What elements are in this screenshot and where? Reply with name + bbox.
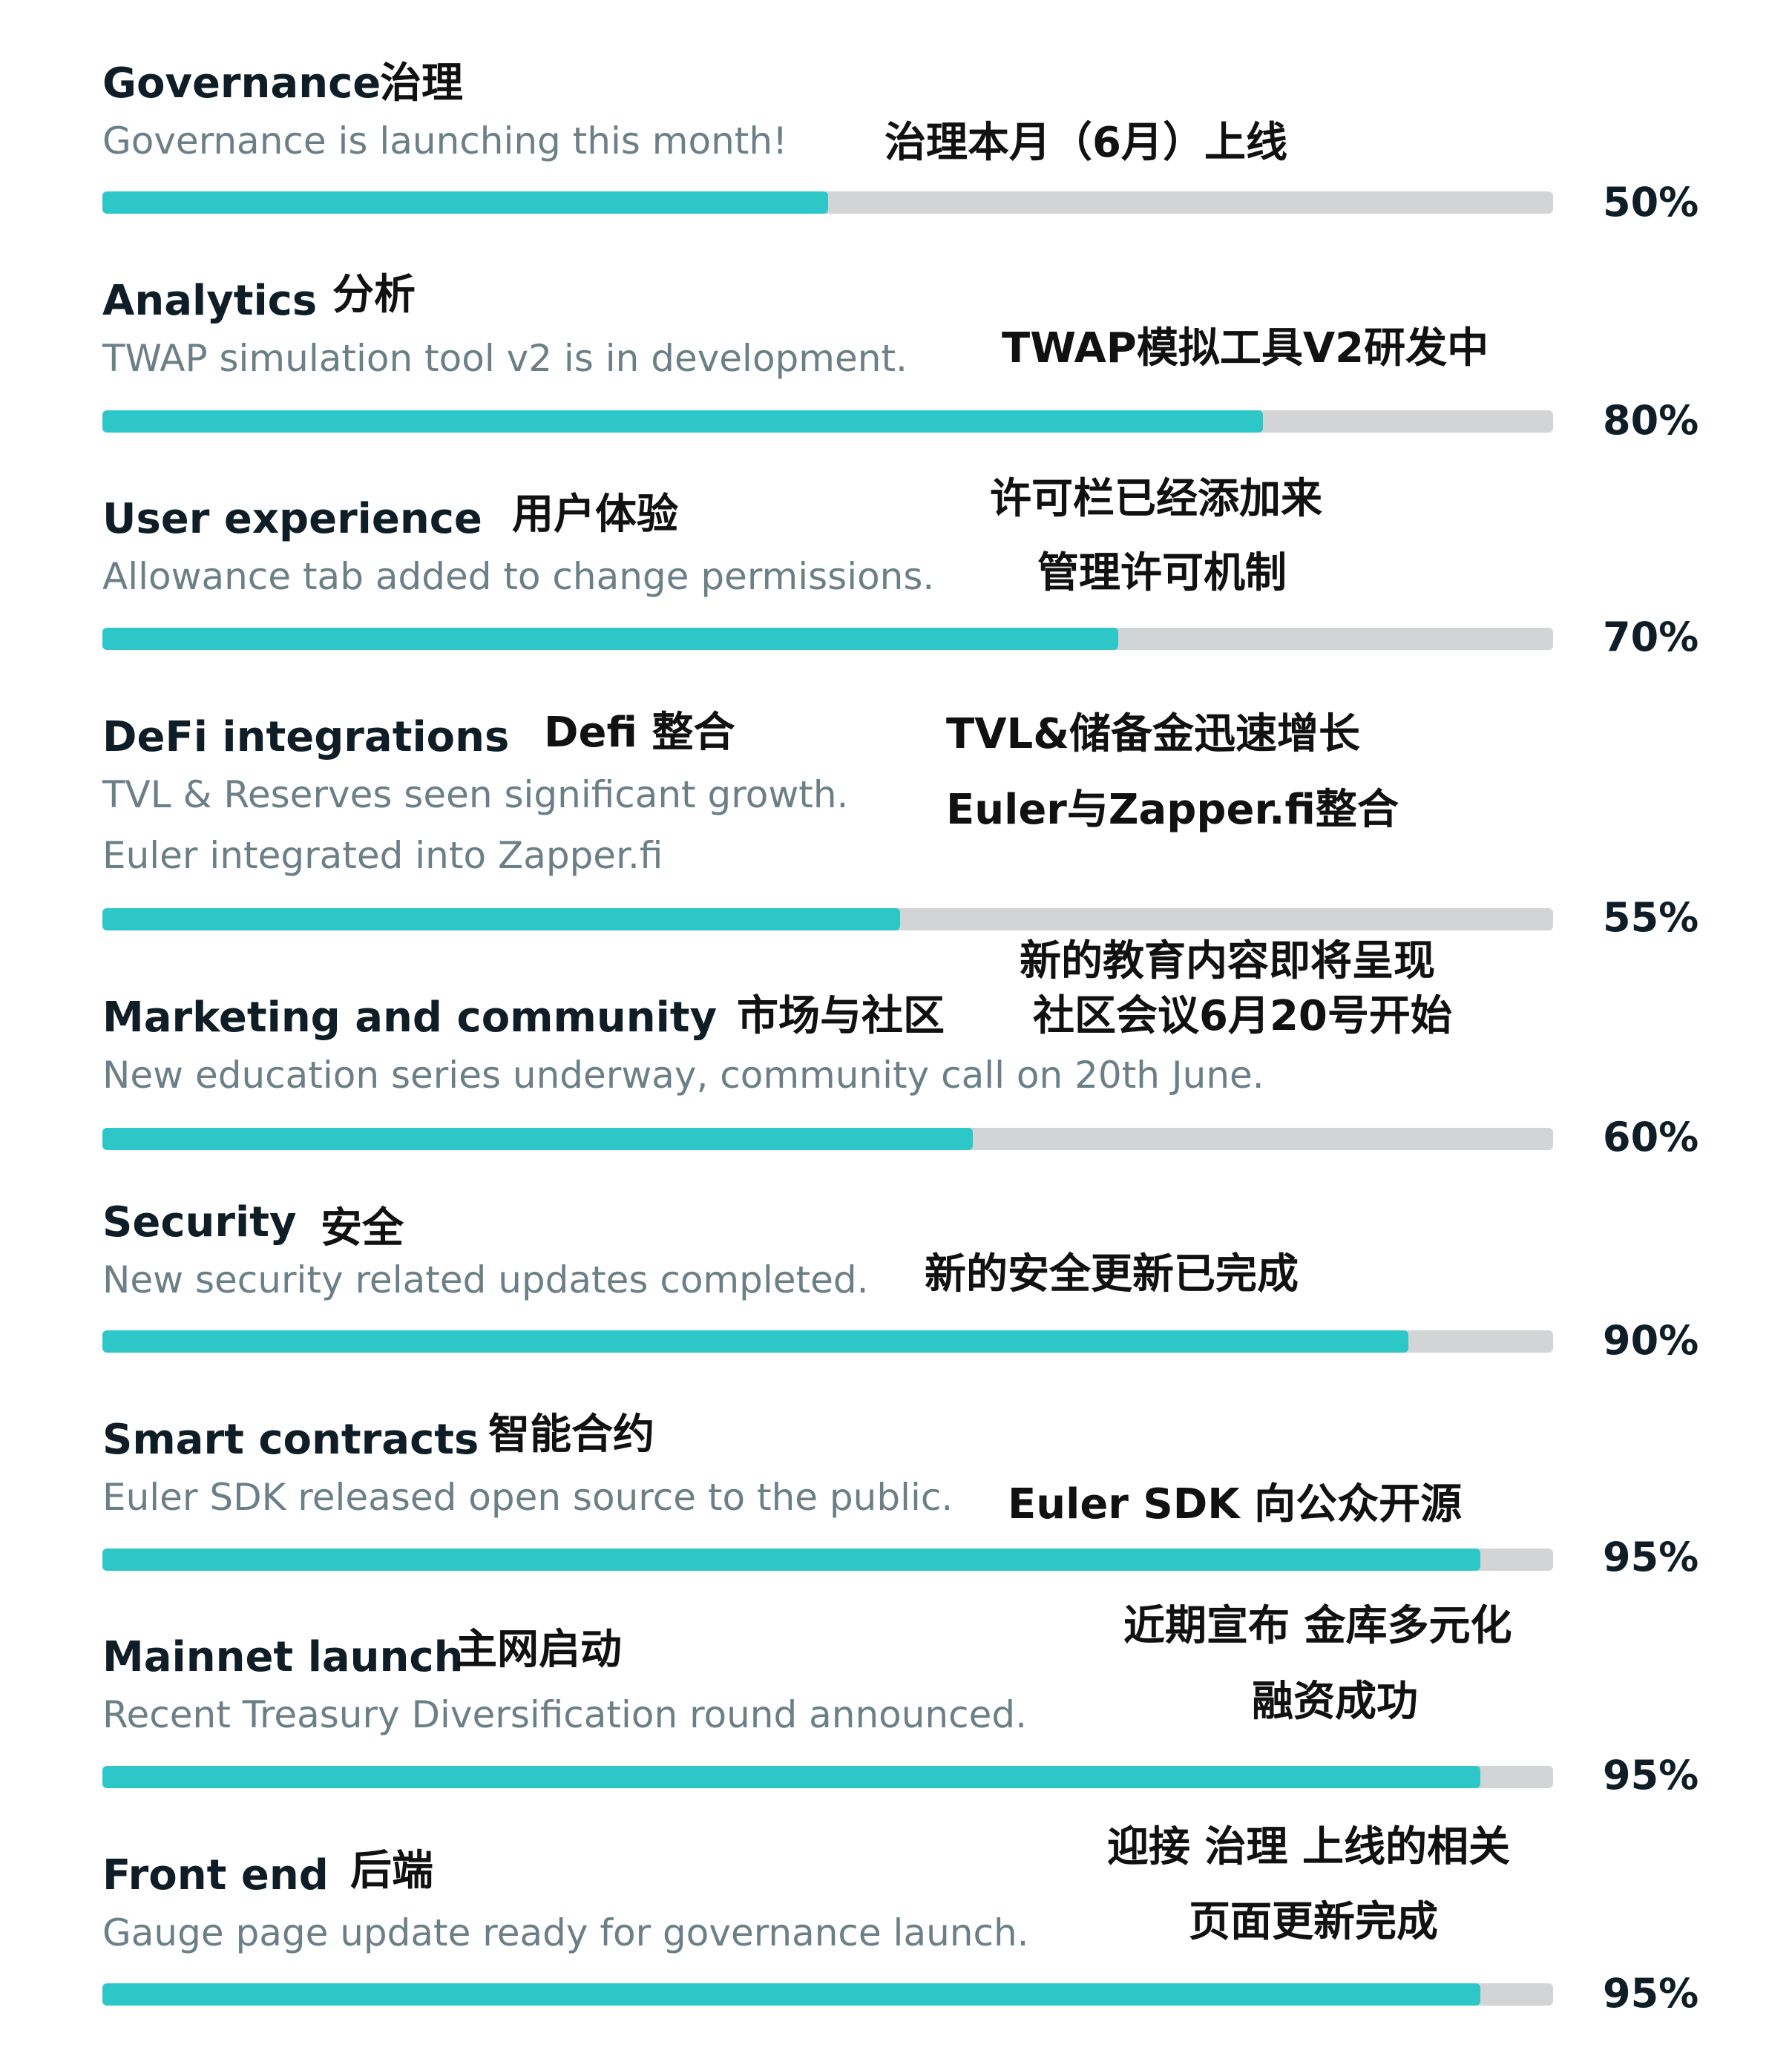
- progress-fill: [102, 1549, 1481, 1571]
- item-cn-note: 页面更新完成: [1189, 1898, 1438, 1946]
- item-description: TVL & Reserves seen significant growth.: [102, 773, 849, 816]
- progress-fill: [102, 1128, 973, 1150]
- progress-fill: [102, 410, 1263, 433]
- item-description: Euler SDK released open source to the pu…: [102, 1476, 954, 1519]
- item-title-cn: 分析: [332, 271, 416, 319]
- item-cn-note: 新的教育内容即将呈现: [1020, 937, 1435, 985]
- progress-track: [102, 1983, 1553, 2006]
- item-cn-note: 融资成功: [1252, 1678, 1418, 1726]
- item-description: Gauge page update ready for governance l…: [102, 1911, 1029, 1954]
- progress-percent: 95%: [1603, 1752, 1699, 1799]
- item-cn-note: TVL&储备金迅速增长: [946, 710, 1361, 758]
- progress-percent: 70%: [1603, 614, 1699, 660]
- item-title-cn: 智能合约: [488, 1411, 654, 1459]
- progress-track: [102, 1330, 1553, 1353]
- item-description: TWAP simulation tool v2 is in developmen…: [102, 337, 908, 380]
- progress-track: [102, 191, 1553, 214]
- progress-percent: 90%: [1603, 1317, 1699, 1364]
- progress-percent: 95%: [1603, 1534, 1699, 1580]
- item-cn-note: 近期宣布 金库多元化: [1123, 1602, 1512, 1650]
- item-title: Security: [102, 1198, 297, 1247]
- item-title: Mainnet launch: [102, 1633, 464, 1681]
- progress-track: [102, 1549, 1553, 1571]
- item-title: Marketing and community: [102, 994, 718, 1042]
- item-cn-note: 社区会议6月20号开始: [1033, 992, 1452, 1040]
- progress-fill: [102, 1983, 1481, 2006]
- progress-fill: [102, 628, 1118, 650]
- item-description: New education series underway, community…: [102, 1054, 1264, 1097]
- progress-track: [102, 1128, 1553, 1150]
- item-title-cn: 安全: [321, 1204, 404, 1252]
- progress-track: [102, 628, 1553, 650]
- item-title: Front end: [102, 1851, 329, 1899]
- item-description: Euler integrated into Zapper.fi: [102, 834, 663, 877]
- item-description: New security related updates completed.: [102, 1258, 869, 1301]
- item-title: Governance: [102, 59, 381, 108]
- progress-fill: [102, 1330, 1408, 1353]
- item-title: Analytics: [102, 277, 318, 325]
- item-title-cn: 用户体验: [512, 490, 678, 539]
- progress-track: [102, 908, 1553, 930]
- item-cn-note: 迎接 治理 上线的相关: [1107, 1823, 1510, 1871]
- progress-percent: 55%: [1603, 894, 1699, 941]
- progress-percent: 60%: [1603, 1114, 1699, 1160]
- progress-percent: 80%: [1603, 397, 1699, 444]
- item-cn-note: Euler与Zapper.fi整合: [946, 786, 1399, 834]
- item-description: Recent Treasury Diversification round an…: [102, 1693, 1027, 1736]
- item-title-cn: 后端: [350, 1847, 433, 1895]
- item-title-cn: 治理: [380, 59, 463, 108]
- item-description: Allowance tab added to change permission…: [102, 555, 935, 598]
- item-title: DeFi integrations: [102, 713, 510, 761]
- item-title-cn: 市场与社区: [737, 992, 945, 1040]
- item-cn-note: TWAP模拟工具V2研发中: [1002, 324, 1489, 372]
- progress-track: [102, 410, 1553, 433]
- progress-fill: [102, 191, 828, 214]
- item-title-cn: Defi 整合: [544, 709, 735, 757]
- item-cn-note: Euler SDK 向公众开源: [1008, 1480, 1463, 1528]
- item-cn-note: 新的安全更新已完成: [925, 1250, 1299, 1298]
- progress-track: [102, 1766, 1553, 1788]
- progress-fill: [102, 1766, 1481, 1788]
- item-cn-note: 许可栏已经添加来: [990, 475, 1322, 523]
- progress-percent: 95%: [1603, 1970, 1699, 2017]
- progress-fill: [102, 908, 901, 930]
- item-cn-note: 管理许可机制: [1037, 549, 1287, 597]
- item-description: Governance is launching this month!: [102, 119, 788, 162]
- item-title: Smart contracts: [102, 1416, 479, 1464]
- item-cn-note: 治理本月（6月）上线: [884, 119, 1287, 167]
- item-title: User experience: [102, 495, 482, 543]
- item-title-cn: 主网启动: [456, 1626, 622, 1674]
- progress-percent: 50%: [1603, 179, 1699, 226]
